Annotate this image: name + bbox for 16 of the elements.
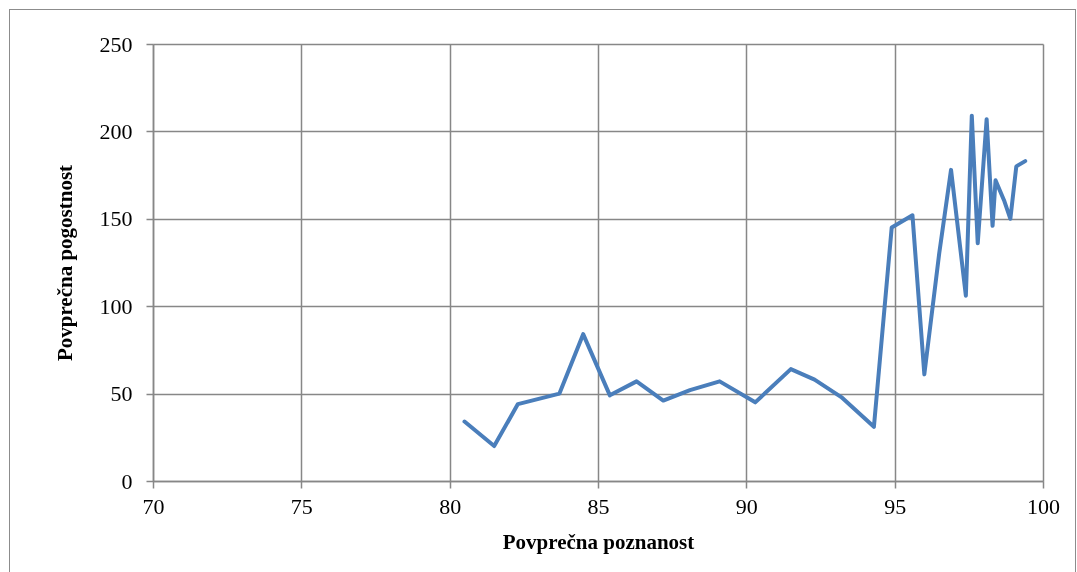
- y-tick-label: 250: [99, 31, 133, 57]
- x-tick-label: 85: [587, 493, 610, 519]
- y-tick-label: 100: [99, 293, 133, 319]
- x-axis-title: Povprečna poznanost: [502, 529, 695, 554]
- x-tick-label: 90: [735, 493, 758, 519]
- x-tick-label: 80: [439, 493, 462, 519]
- x-tick-label: 75: [290, 493, 313, 519]
- y-axis-title: Povprečna pogostnost: [52, 164, 77, 362]
- x-tick-label: 95: [884, 493, 907, 519]
- line-series: [462, 113, 1028, 449]
- x-tick-label: 70: [142, 493, 165, 519]
- y-tick-label: 0: [121, 468, 133, 494]
- y-tick-label: 200: [99, 118, 133, 144]
- x-tick-label: 100: [1027, 493, 1060, 519]
- y-tick-label: 150: [99, 206, 133, 232]
- y-tick-label: 50: [110, 381, 133, 407]
